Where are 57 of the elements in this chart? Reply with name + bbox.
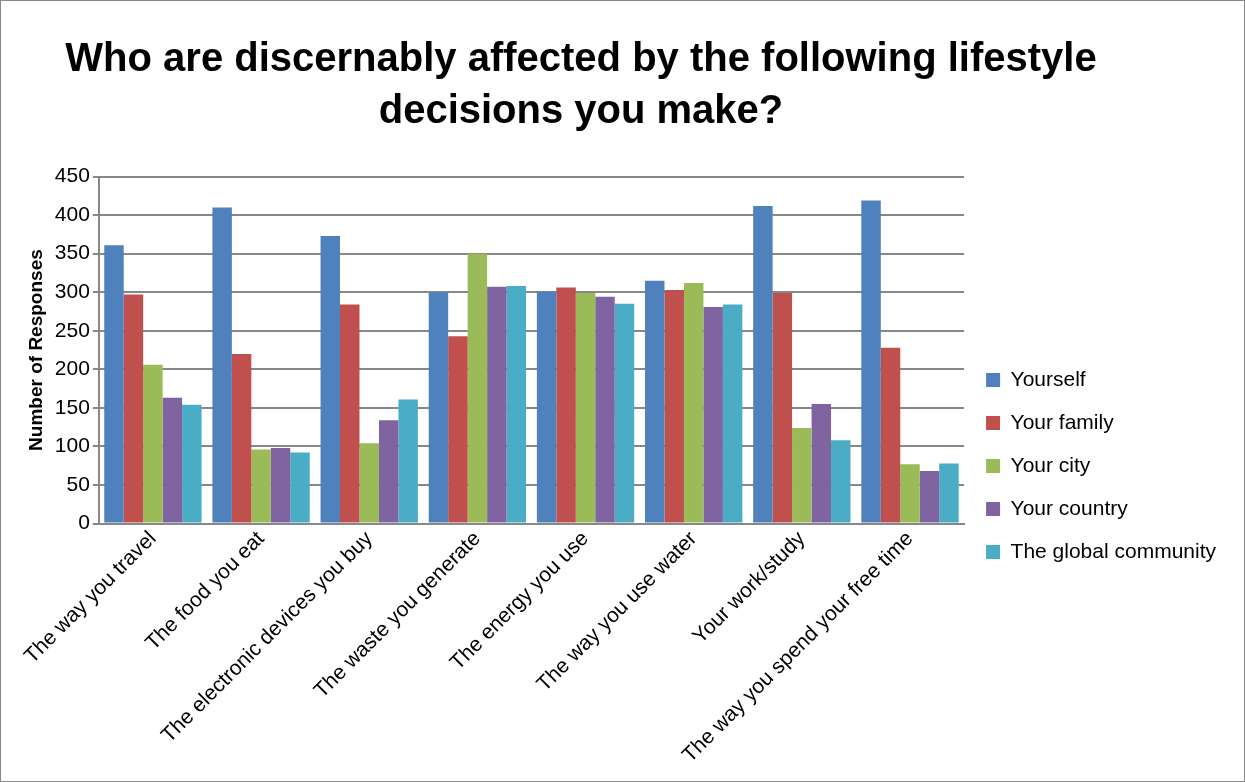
bar (359, 443, 379, 523)
bar (703, 306, 723, 523)
bar (900, 464, 920, 523)
bar (861, 200, 881, 523)
bar (448, 336, 468, 523)
bar (428, 292, 449, 523)
bar (320, 235, 341, 523)
y-tick-label: 50 (66, 471, 90, 495)
bar (340, 304, 360, 523)
legend-label: Yourself (1010, 366, 1086, 390)
bar (919, 471, 940, 523)
bar (595, 296, 615, 523)
bar (231, 353, 252, 523)
bar (792, 427, 812, 523)
bar (506, 286, 527, 523)
bar (831, 440, 851, 523)
bar (143, 364, 163, 523)
legend-label: Your city (1010, 452, 1091, 476)
bar (683, 282, 704, 523)
bar (182, 404, 202, 523)
y-tick-label: 300 (54, 279, 90, 303)
bar (880, 347, 901, 523)
bar (575, 293, 596, 523)
bar (664, 289, 684, 523)
bar (772, 293, 793, 523)
chart-title: Who are discernably affected by the following lifestyle decisions you make? (64, 34, 1098, 133)
bar (467, 253, 488, 523)
bar (753, 205, 773, 523)
bar (104, 245, 124, 523)
y-tick-label: 250 (54, 317, 90, 341)
bar (162, 397, 183, 523)
bar (212, 207, 232, 523)
y-tick-label: 350 (54, 240, 90, 264)
legend-label: The global community (1010, 538, 1217, 562)
y-tick-label: 100 (54, 433, 90, 457)
legend-label: Your family (1010, 409, 1115, 433)
bar (939, 463, 959, 523)
bar (270, 447, 291, 523)
bar (123, 294, 144, 523)
bar (645, 280, 665, 523)
bar (722, 304, 743, 523)
bar (290, 452, 310, 523)
y-tick-label: 400 (54, 201, 90, 225)
bar (378, 420, 399, 523)
bar (251, 449, 271, 523)
y-tick-label: 0 (78, 510, 90, 534)
y-tick-label: 200 (54, 356, 90, 380)
y-tick-label: 150 (54, 394, 90, 418)
bar (811, 404, 832, 523)
y-tick-label: 450 (54, 163, 90, 187)
bar (398, 399, 418, 523)
legend-label: Your country (1010, 495, 1129, 519)
bar (487, 286, 507, 523)
bar (556, 287, 576, 523)
bar (614, 303, 635, 523)
y-axis-title: Number of Responses (24, 249, 46, 451)
bar (536, 291, 557, 523)
